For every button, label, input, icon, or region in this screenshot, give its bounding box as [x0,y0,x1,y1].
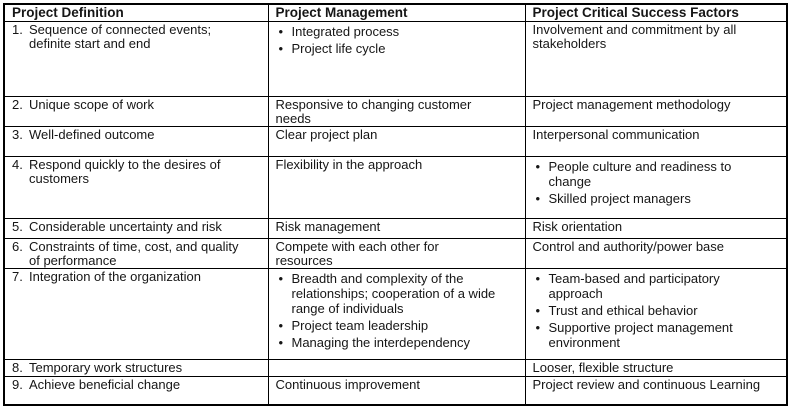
success-factors-cell: Team-based and participatory approach Tr… [524,268,788,360]
management-text: Clear project plan [275,127,378,142]
column-header-project-critical-success-factors: Project Critical Success Factors [524,3,788,22]
bullet-list: People culture and readiness to change S… [536,159,753,206]
bullet-item: Managing the interdependency [279,335,499,350]
column-header-project-management: Project Management [267,3,526,22]
table-row: 6. Constraints of time, cost, and qualit… [3,238,788,269]
definition-text: Temporary work structures [29,360,183,375]
table-row: 1. Sequence of connected events; definit… [3,21,788,97]
bullet-item: Project team leadership [279,318,499,333]
table-row: 5. Considerable uncertainty and risk Ris… [3,218,788,239]
management-cell: Continuous improvement [267,375,526,406]
definition-text: Achieve beneficial change [29,376,181,392]
success-factors-cell: Risk orientation [524,218,788,239]
row-number: 1. [12,22,23,37]
table-row: 3. Well-defined outcome Clear project pl… [3,126,788,157]
definition-text: Respond quickly to the desires of custom… [29,157,221,186]
definition-cell: 7. Integration of the organization [3,268,269,360]
management-text: Flexibility in the approach [275,157,423,172]
management-cell: Risk management [267,218,526,239]
bullet-list: Team-based and participatory approach Tr… [536,271,753,350]
definition-cell: 2. Unique scope of work [3,96,269,127]
management-text: Risk management [275,219,381,234]
row-number: 4. [12,157,23,172]
bullet-item: Integrated process [279,24,499,39]
management-cell: Compete with each other for resources [267,238,526,269]
bullet-item: People culture and readiness to change [536,159,753,189]
definition-cell: 4. Respond quickly to the desires of cus… [3,156,269,219]
definition-text: Unique scope of work [29,97,155,112]
success-factors-text: Involvement and commitment by all stakeh… [532,22,737,51]
success-factors-cell: Project review and continuous Learning [524,375,788,406]
management-cell: Integrated process Project life cycle [267,21,526,97]
definition-text: Well-defined outcome [29,127,155,142]
management-text: Continuous improvement [275,376,421,392]
management-cell: Responsive to changing customer needs [267,96,526,127]
bullet-item: Breadth and complexity of the relationsh… [279,271,499,316]
row-number: 6. [12,239,23,254]
success-factors-text: Control and authority/power base [532,239,725,254]
row-number: 3. [12,127,23,142]
row-number: 7. [12,269,23,284]
table-row: 9. Achieve beneficial change Continuous … [3,375,788,406]
table-row: 4. Respond quickly to the desires of cus… [3,156,788,219]
bullet-list: Integrated process Project life cycle [279,24,499,56]
success-factors-text: Interpersonal communication [532,127,700,142]
table-row: Project Definition Project Management Pr… [3,3,788,22]
row-number: 8. [12,360,23,375]
bullet-item: Supportive project management environmen… [536,320,753,350]
row-number: 9. [12,376,23,392]
project-comparison-table: Project Definition Project Management Pr… [3,3,788,406]
success-factors-cell: Looser, flexible structure [524,359,788,377]
definition-cell: 8. Temporary work structures [3,359,269,377]
definition-text: Sequence of connected events; definite s… [29,22,212,51]
column-header-project-definition: Project Definition [3,3,269,22]
definition-text: Considerable uncertainty and risk [29,219,222,234]
success-factors-text: Project review and continuous Learning [532,376,761,392]
definition-cell: 1. Sequence of connected events; definit… [3,21,269,97]
row-number: 5. [12,219,23,234]
bullet-item: Trust and ethical behavior [536,303,753,318]
definition-text: Integration of the organization [29,269,202,284]
row-number: 2. [12,97,23,112]
management-text: Compete with each other for resources [275,239,439,268]
success-factors-text: Looser, flexible structure [532,360,674,375]
bullet-list: Breadth and complexity of the relationsh… [279,271,499,350]
success-factors-text: Risk orientation [532,219,623,234]
management-cell [267,359,526,377]
bullet-item: Skilled project managers [536,191,753,206]
success-factors-cell: Involvement and commitment by all stakeh… [524,21,788,97]
success-factors-cell: Control and authority/power base [524,238,788,269]
success-factors-cell: People culture and readiness to change S… [524,156,788,219]
table-row: 7. Integration of the organization Bread… [3,268,788,360]
definition-cell: 5. Considerable uncertainty and risk [3,218,269,239]
success-factors-cell: Interpersonal communication [524,126,788,157]
table-row: 8. Temporary work structures Looser, fle… [3,359,788,377]
success-factors-text: Project management methodology [532,97,731,112]
table-row: 2. Unique scope of work Responsive to ch… [3,96,788,127]
bullet-item: Team-based and participatory approach [536,271,753,301]
definition-text: Constraints of time, cost, and quality o… [29,239,239,268]
definition-cell: 6. Constraints of time, cost, and qualit… [3,238,269,269]
management-cell: Breadth and complexity of the relationsh… [267,268,526,360]
management-text: Responsive to changing customer needs [275,97,472,126]
management-cell: Flexibility in the approach [267,156,526,219]
definition-cell: 3. Well-defined outcome [3,126,269,157]
table-header-row: Project Definition Project Management Pr… [3,3,788,22]
success-factors-cell: Project management methodology [524,96,788,127]
bullet-item: Project life cycle [279,41,499,56]
definition-cell: 9. Achieve beneficial change [3,375,269,406]
management-cell: Clear project plan [267,126,526,157]
